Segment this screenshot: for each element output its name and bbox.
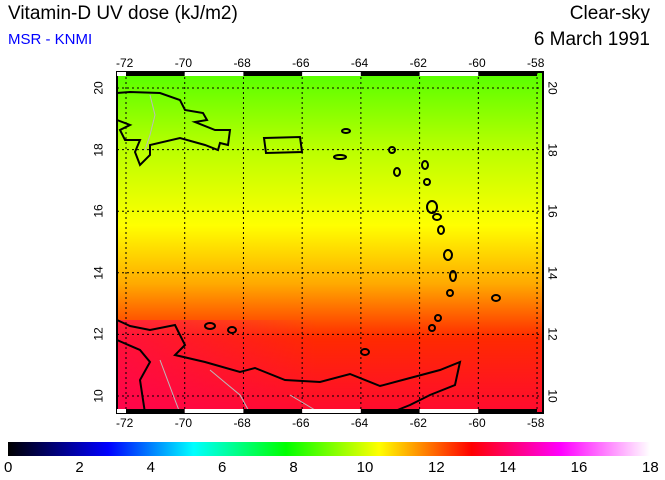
colorbar-label: 12 bbox=[428, 459, 445, 476]
lat-tick-label: 10 bbox=[91, 389, 106, 403]
colorbar-label: 10 bbox=[356, 459, 374, 476]
lat-tick-label: 12 bbox=[545, 327, 560, 342]
lat-tick-label: 10 bbox=[545, 389, 560, 403]
lon-tick-label: -68 bbox=[233, 56, 251, 70]
colorbar-label: 4 bbox=[146, 459, 155, 476]
lon-tick-label: -70 bbox=[174, 416, 193, 430]
lat-tick-label: 16 bbox=[91, 204, 106, 218]
frame-segment bbox=[184, 72, 244, 76]
lon-tick-label: -70 bbox=[174, 56, 193, 70]
lon-tick-label: -68 bbox=[233, 416, 251, 430]
colorbar-label: 16 bbox=[570, 459, 588, 476]
frame-segment bbox=[126, 72, 185, 76]
frame-segment bbox=[419, 72, 479, 76]
lon-tick-label: -60 bbox=[468, 56, 486, 70]
frame-segment bbox=[243, 409, 303, 413]
lon-tick-label: -66 bbox=[292, 56, 310, 70]
lon-tick-label: -58 bbox=[527, 416, 545, 430]
sky-label: Clear-sky bbox=[569, 3, 650, 24]
colorbar-label: 18 bbox=[642, 459, 659, 476]
colorbar-label: 6 bbox=[218, 459, 227, 476]
frame-ticks bbox=[117, 72, 538, 413]
frame-segment bbox=[302, 72, 361, 76]
frame-segment bbox=[184, 409, 244, 413]
lon-tick-label: -62 bbox=[409, 56, 427, 70]
lat-tick-label: 14 bbox=[91, 266, 106, 280]
colorbar-label: 8 bbox=[289, 459, 298, 476]
frame-segment bbox=[478, 72, 538, 76]
map-title: Vitamin-D UV dose (kJ/m2) bbox=[8, 3, 238, 24]
lat-tick-label: 18 bbox=[91, 142, 106, 157]
islands bbox=[204, 128, 501, 356]
lon-tick-label: -72 bbox=[116, 416, 134, 430]
colorbar-label: 2 bbox=[75, 459, 84, 476]
lat-tick-label: 14 bbox=[545, 266, 560, 280]
lon-tick-label: -72 bbox=[116, 56, 134, 70]
uv-field-high bbox=[117, 320, 317, 413]
lat-tick-label: 12 bbox=[91, 327, 106, 342]
coastlines bbox=[116, 90, 462, 414]
date-label: 6 March 1991 bbox=[533, 29, 650, 50]
lat-tick-label: 18 bbox=[545, 142, 560, 157]
lon-tick-label: -64 bbox=[350, 56, 369, 70]
frame-segment bbox=[478, 409, 538, 413]
lon-tick-label: -58 bbox=[527, 56, 545, 70]
frame-segment bbox=[360, 72, 420, 76]
frame-segment bbox=[117, 409, 126, 413]
graticule bbox=[117, 72, 543, 413]
colorbar-label: 14 bbox=[499, 459, 517, 476]
frame-segment bbox=[360, 409, 420, 413]
frame-segment bbox=[243, 72, 303, 76]
colorbar-label: 0 bbox=[4, 459, 13, 476]
lon-tick-label: -64 bbox=[350, 416, 369, 430]
source-label: MSR - KNMI bbox=[8, 31, 93, 48]
lat-tick-label: 16 bbox=[545, 204, 560, 218]
frame-segment bbox=[117, 72, 126, 76]
colorbar bbox=[8, 442, 650, 456]
frame-segment bbox=[419, 409, 479, 413]
lon-tick-label: -62 bbox=[409, 416, 427, 430]
lon-tick-label: -66 bbox=[292, 416, 310, 430]
lat-tick-label: 20 bbox=[545, 81, 560, 95]
lat-tick-label: 20 bbox=[91, 81, 106, 95]
frame-segment bbox=[302, 409, 361, 413]
frame-segment bbox=[126, 409, 185, 413]
lon-tick-label: -60 bbox=[468, 416, 486, 430]
